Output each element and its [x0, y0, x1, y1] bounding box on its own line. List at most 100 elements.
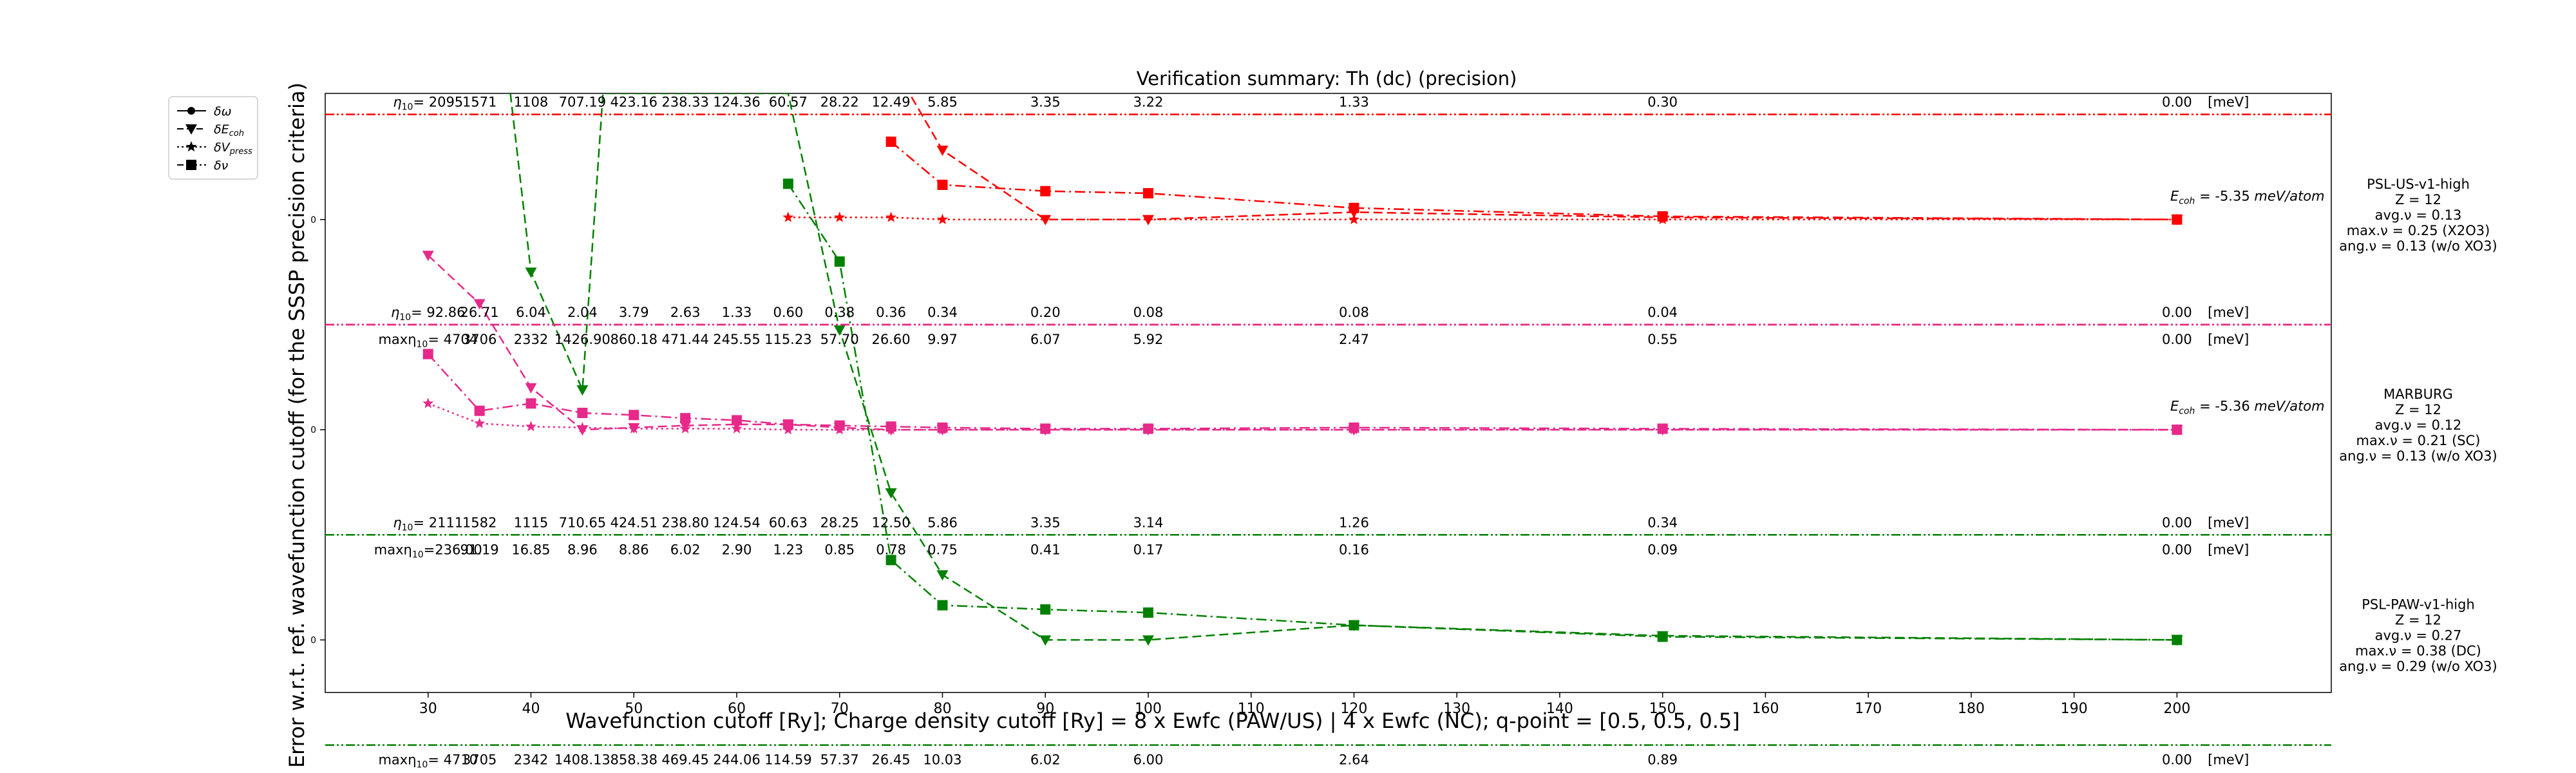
series-point-ecoh	[1656, 631, 1669, 642]
x-tick-label: 180	[1958, 701, 1985, 717]
series-point-nu	[629, 410, 639, 421]
max-eta-label: maxη10= 4710	[378, 752, 478, 770]
eta-value: 0.00	[2162, 515, 2192, 530]
max-eta-value: 0.89	[1647, 752, 1678, 768]
y-tick-label: 0	[310, 215, 316, 225]
y-tick-label: 0	[310, 425, 316, 435]
eta-value: 423.16	[610, 95, 657, 110]
series-point-nu	[1142, 188, 1153, 198]
x-tick-label: 190	[2061, 701, 2088, 717]
eta-value: 0.04	[1647, 305, 1678, 320]
max-eta-subscript: 10	[412, 549, 424, 560]
max-eta-value: 2342	[514, 752, 548, 768]
eta-symbol: η	[393, 95, 401, 110]
series-line-nu	[787, 183, 2177, 641]
max-eta-first-value: = 4704	[428, 332, 478, 347]
series-point-nu	[886, 555, 896, 566]
x-tick-label: 80	[933, 701, 951, 717]
eta-value: 28.22	[820, 95, 859, 110]
series-point-ecoh	[422, 251, 434, 262]
max-eta-value: 858.38	[610, 752, 657, 768]
eta-value: 0.08	[1339, 305, 1369, 320]
max-eta-value: 57.37	[820, 752, 859, 768]
eta-value: 1108	[514, 95, 548, 110]
series-point-ecoh	[2171, 635, 2183, 646]
max-eta-value: 26.60	[872, 332, 911, 347]
max-eta-value: 0.00	[2162, 752, 2192, 768]
eta-value: 238.80	[661, 515, 708, 530]
ecoh-note: Ecoh = -5.36 meV/atom	[2170, 399, 2325, 417]
series-point-press	[1142, 424, 1154, 435]
x-tick-label: 110	[1238, 701, 1265, 717]
max-eta-value: 9.97	[927, 332, 958, 347]
eta-value: 1.33	[1339, 95, 1369, 110]
max-eta-symbol: maxη	[378, 332, 416, 347]
series-line-ecoh	[509, 93, 2177, 641]
eta-value: 2.63	[670, 305, 701, 320]
series-point-nu	[422, 348, 433, 359]
unit-label: [meV]	[2208, 332, 2249, 347]
eta-first-value: = 2095	[413, 95, 463, 110]
eta-value: 0.36	[876, 305, 906, 320]
max-eta-value: 0.00	[2162, 332, 2192, 347]
max-eta-value: 10.03	[923, 752, 961, 768]
ecoh-note: Ecoh = -5.35 meV/atom	[2170, 188, 2325, 206]
panel-info-line: Z = 12	[2395, 612, 2441, 627]
max-eta-value: 469.45	[661, 752, 708, 768]
ecoh-subscript: coh	[2179, 196, 2195, 206]
x-tick-label: 90	[1036, 701, 1054, 717]
series-point-press	[1657, 213, 1669, 225]
eta-value: 12.49	[872, 95, 911, 110]
unit-label: [meV]	[2208, 95, 2249, 110]
series-point-press	[936, 213, 948, 225]
max-eta-value: 2.47	[1339, 332, 1369, 347]
eta-symbol: η	[393, 515, 401, 530]
eta-value: 424.51	[610, 515, 657, 530]
max-eta-label: maxη10=236.00	[374, 542, 482, 560]
x-tick-label: 60	[728, 701, 746, 717]
max-eta-subscript: 10	[417, 339, 428, 350]
series-point-press	[1657, 424, 1669, 435]
eta-value: 60.63	[769, 515, 808, 530]
panel-info-line: ang.ν = 0.13 (w/o XO3)	[2339, 448, 2497, 464]
max-eta-value: 2332	[514, 332, 548, 347]
x-tick-label: 170	[1855, 701, 1882, 717]
eta-value: 3.35	[1030, 515, 1061, 530]
max-eta-value: 115.23	[764, 332, 811, 347]
series-point-press	[1348, 424, 1359, 435]
eta-value: 1571	[462, 95, 497, 110]
max-eta-value: 1426.90	[554, 332, 611, 347]
series-point-ecoh	[936, 146, 949, 157]
eta-value: 1.26	[1339, 515, 1369, 530]
max-eta-value: 8.86	[619, 542, 649, 557]
series-point-nu	[937, 179, 948, 190]
series-point-ecoh	[1142, 215, 1154, 225]
panel-info-line: avg.ν = 0.12	[2375, 417, 2462, 433]
eta-value: 2.04	[567, 305, 598, 320]
max-eta-value: 57.70	[820, 332, 859, 347]
panel-info-line: max.ν = 0.21 (SC)	[2356, 433, 2481, 448]
series-point-press	[474, 417, 486, 428]
eta-value: 710.65	[559, 515, 606, 530]
series-point-ecoh	[1039, 635, 1052, 646]
series-point-press	[628, 423, 639, 434]
eta-value: 3.22	[1133, 95, 1164, 110]
max-eta-value: 0.16	[1339, 542, 1369, 557]
max-eta-value: 1.23	[773, 542, 803, 557]
max-eta-value: 91.19	[460, 542, 499, 557]
max-eta-value: 3705	[462, 752, 497, 768]
series-point-ecoh	[1348, 207, 1360, 218]
eta-value: 124.54	[713, 515, 760, 530]
eta-value: 5.85	[927, 95, 958, 110]
max-eta-value: 114.59	[764, 752, 811, 768]
max-eta-value: 6.02	[1030, 752, 1061, 768]
max-eta-value: 26.45	[872, 752, 911, 768]
eta-symbol: η	[391, 305, 399, 320]
ecoh-value: = -5.35	[2195, 188, 2254, 204]
series-point-nu	[834, 256, 845, 267]
max-eta-label: maxη10= 4704	[378, 332, 478, 350]
legend-marker	[185, 141, 197, 152]
x-tick-label: 30	[419, 701, 437, 717]
